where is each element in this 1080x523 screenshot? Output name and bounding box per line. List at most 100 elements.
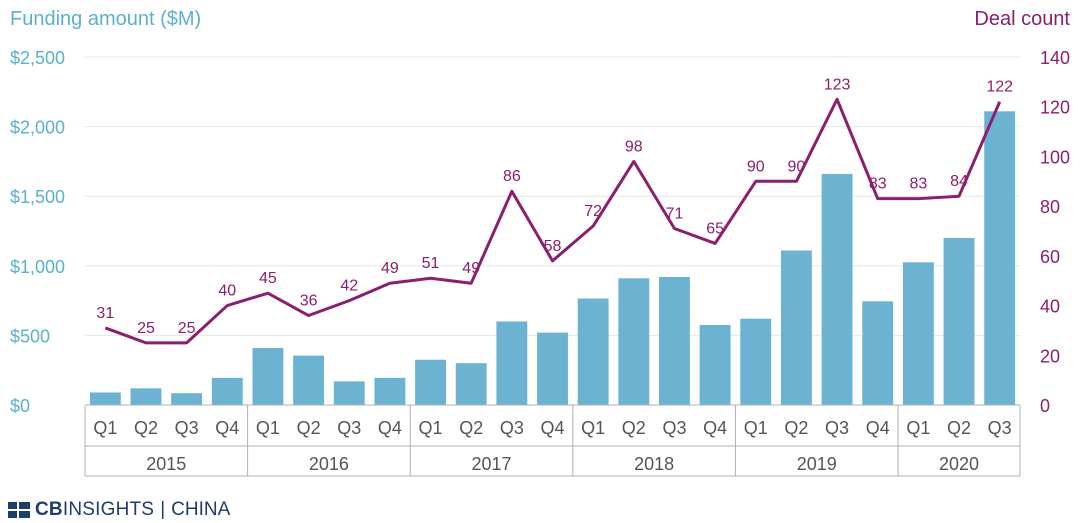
deal-count-line <box>104 97 1002 345</box>
funding-bar <box>699 324 731 405</box>
right-axis-tick-label: 120 <box>1040 98 1070 118</box>
funding-bar <box>89 392 121 405</box>
funding-bar <box>333 381 365 405</box>
deal-count-data-label: 98 <box>625 138 643 155</box>
year-label: 2020 <box>939 454 979 474</box>
deal-count-data-label: 122 <box>986 79 1013 96</box>
funding-bar <box>659 276 690 405</box>
deal-count-data-label: 83 <box>869 176 887 193</box>
funding-bar <box>984 111 1016 406</box>
quarter-label: Q4 <box>866 418 890 438</box>
funding-bar <box>577 298 609 405</box>
logo-brand-bold: CB <box>35 499 63 520</box>
funding-bar <box>496 321 528 405</box>
deal-count-data-label: 42 <box>340 278 358 295</box>
deal-count-data-label: 25 <box>137 320 155 337</box>
funding-bar <box>415 359 446 405</box>
deal-count-data-label: 58 <box>544 238 562 255</box>
quarter-label: Q3 <box>988 418 1012 438</box>
right-axis-tick-label: 80 <box>1040 197 1060 217</box>
right-axis-tick-label: 40 <box>1040 297 1060 317</box>
left-axis-tick-label: $1,000 <box>10 257 65 277</box>
funding-bar <box>537 332 568 405</box>
year-label: 2016 <box>309 454 349 474</box>
quarter-label: Q3 <box>662 418 686 438</box>
funding-bar <box>130 388 162 405</box>
funding-bar <box>780 250 812 405</box>
funding-bar <box>374 377 406 405</box>
quarter-label: Q4 <box>215 418 239 438</box>
deal-count-data-label: 31 <box>96 305 114 322</box>
deal-count-data-label: 123 <box>824 76 851 93</box>
funding-bar <box>455 363 487 405</box>
quarter-label: Q2 <box>947 418 971 438</box>
deal-count-data-label: 72 <box>584 203 602 220</box>
cbinsights-logo-icon <box>8 502 30 518</box>
logo-brand-light: INSIGHTS <box>62 499 155 520</box>
right-axis-tick-label: 20 <box>1040 346 1060 366</box>
deal-count-data-label: 49 <box>462 260 480 277</box>
right-axis-tick-label: 100 <box>1040 147 1070 167</box>
deal-count-data-label: 86 <box>503 168 521 185</box>
quarter-label: Q1 <box>581 418 605 438</box>
funding-bar <box>740 318 772 405</box>
quarter-label: Q2 <box>134 418 158 438</box>
funding-bar <box>252 347 284 405</box>
quarter-label: Q4 <box>378 418 402 438</box>
quarter-label: Q3 <box>500 418 524 438</box>
deal-count-data-label: 49 <box>381 260 399 277</box>
deal-count-data-label: 90 <box>747 158 765 175</box>
deal-count-data-label: 40 <box>218 283 236 300</box>
deal-count-data-label: 84 <box>950 173 968 190</box>
quarter-label: Q4 <box>540 418 564 438</box>
cbinsights-china-logo: CBINSIGHTS | CHINA <box>8 498 230 522</box>
deal-count-data-label: 51 <box>422 255 440 272</box>
deal-count-data-label: 25 <box>178 320 196 337</box>
funding-bar <box>211 377 243 405</box>
deal-count-data-label: 71 <box>666 206 684 223</box>
quarter-label: Q1 <box>256 418 280 438</box>
quarter-label: Q3 <box>337 418 361 438</box>
left-axis-tick-label: $0 <box>10 396 30 416</box>
quarter-label: Q1 <box>419 418 443 438</box>
year-label: 2019 <box>797 454 837 474</box>
left-axis-tick-label: $500 <box>10 326 50 346</box>
year-label: 2017 <box>471 454 511 474</box>
funding-bar <box>171 393 203 405</box>
quarter-label: Q2 <box>784 418 808 438</box>
quarter-label: Q2 <box>622 418 646 438</box>
deal-count-data-label: 45 <box>259 270 277 287</box>
left-axis-title: Funding amount ($M) <box>10 8 202 30</box>
funding-bar <box>943 237 975 405</box>
quarter-label: Q2 <box>297 418 321 438</box>
left-axis-tick-label: $2,000 <box>10 118 65 138</box>
right-axis-tick-label: 0 <box>1040 396 1050 416</box>
logo-brand: CBINSIGHTS <box>35 499 154 521</box>
quarter-label: Q4 <box>703 418 727 438</box>
quarter-label: Q1 <box>93 418 117 438</box>
right-axis-title: Deal count <box>974 8 1070 30</box>
left-axis-tick-label: $2,500 <box>10 48 65 68</box>
quarter-label: Q3 <box>825 418 849 438</box>
funding-bar <box>293 355 325 405</box>
deal-count-data-label: 90 <box>788 158 806 175</box>
quarter-label: Q3 <box>175 418 199 438</box>
quarter-label: Q1 <box>906 418 930 438</box>
funding-bar <box>862 301 894 405</box>
funding-bar <box>821 173 853 405</box>
logo-separator: | <box>160 499 166 520</box>
funding-bar <box>902 262 934 405</box>
deal-count-data-label: 65 <box>706 220 724 237</box>
quarter-label: Q1 <box>744 418 768 438</box>
deal-count-data-label: 83 <box>909 176 927 193</box>
deal-count-data-label: 36 <box>300 293 318 310</box>
left-axis-tick-label: $1,500 <box>10 187 65 207</box>
quarter-label: Q2 <box>459 418 483 438</box>
year-label: 2015 <box>146 454 186 474</box>
year-label: 2018 <box>634 454 674 474</box>
right-axis-tick-label: 60 <box>1040 247 1060 267</box>
right-axis-tick-label: 140 <box>1040 48 1070 68</box>
funding-bar <box>618 278 650 405</box>
logo-suffix: CHINA <box>171 499 231 520</box>
